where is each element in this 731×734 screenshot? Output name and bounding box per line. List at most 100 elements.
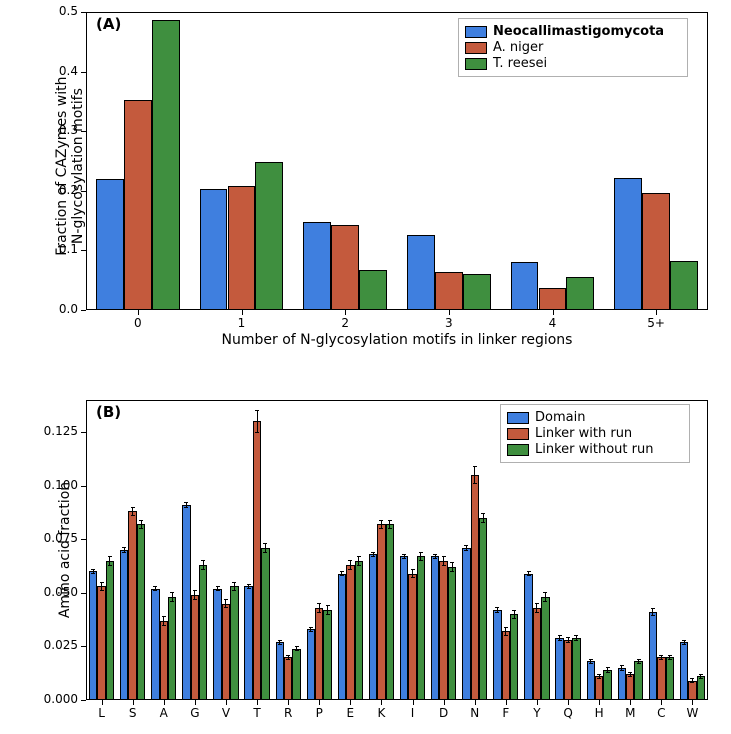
xtick-mark xyxy=(350,700,351,705)
xtick-mark xyxy=(537,700,538,705)
xtick-mark xyxy=(242,310,243,315)
bar xyxy=(137,524,145,700)
bar xyxy=(666,657,674,700)
error-cap xyxy=(193,599,197,600)
bar xyxy=(369,554,377,700)
xtick-mark xyxy=(449,310,450,315)
bar xyxy=(152,20,180,310)
xtick-label: 5+ xyxy=(641,316,671,330)
bar xyxy=(634,661,642,700)
error-cap xyxy=(699,678,703,679)
error-cap xyxy=(481,522,485,523)
error-cap xyxy=(371,556,375,557)
error-cap xyxy=(278,640,282,641)
bar xyxy=(400,556,408,700)
error-cap xyxy=(232,590,236,591)
bar xyxy=(284,657,292,700)
bar xyxy=(618,668,626,700)
xtick-label: F xyxy=(491,706,521,720)
xtick-mark xyxy=(288,700,289,705)
bar xyxy=(151,589,159,700)
error-cap xyxy=(348,560,352,561)
bar xyxy=(408,574,416,700)
error-cap xyxy=(464,550,468,551)
error-cap xyxy=(317,603,321,604)
error-cap xyxy=(153,586,157,587)
xtick-mark xyxy=(133,700,134,705)
legend-item: Domain xyxy=(507,410,683,425)
error-cap xyxy=(263,543,267,544)
xtick-label: D xyxy=(429,706,459,720)
bar xyxy=(230,586,238,700)
ytick-label: 0.3 xyxy=(28,123,78,137)
bar xyxy=(670,261,698,310)
error-cap xyxy=(659,659,663,660)
bar xyxy=(533,608,541,700)
error-cap xyxy=(682,640,686,641)
xtick-mark xyxy=(506,700,507,705)
bar xyxy=(603,670,611,700)
ytick-mark xyxy=(81,72,86,73)
ytick-label: 0.1 xyxy=(28,242,78,256)
bar xyxy=(511,262,539,310)
bar xyxy=(541,597,549,700)
ytick-mark xyxy=(81,432,86,433)
bar xyxy=(303,222,331,310)
error-cap xyxy=(348,569,352,570)
error-cap xyxy=(699,674,703,675)
bar xyxy=(657,657,665,700)
bar xyxy=(338,574,346,700)
error-cap xyxy=(473,483,477,484)
error-cap xyxy=(326,605,330,606)
error-cap xyxy=(589,659,593,660)
error-cap xyxy=(278,644,282,645)
error-cap xyxy=(108,565,112,566)
error-cap xyxy=(566,637,570,638)
xtick-label: I xyxy=(398,706,428,720)
error-cap xyxy=(419,552,423,553)
error-cap xyxy=(357,556,361,557)
xtick-label: R xyxy=(273,706,303,720)
ytick-label: 0.000 xyxy=(28,692,78,706)
bar xyxy=(276,642,284,700)
xtick-label: A xyxy=(149,706,179,720)
ytick-mark xyxy=(81,131,86,132)
xtick-mark xyxy=(164,700,165,705)
figure: (A) Fraction of CAZymes withN-glycosylat… xyxy=(0,0,731,734)
error-cap xyxy=(295,650,299,651)
xtick-mark xyxy=(257,700,258,705)
error-cap xyxy=(504,627,508,628)
error-cap xyxy=(668,659,672,660)
error-cap xyxy=(597,674,601,675)
error-cap xyxy=(512,610,516,611)
ytick-mark xyxy=(81,593,86,594)
error-cap xyxy=(450,571,454,572)
error-cap xyxy=(566,642,570,643)
bar xyxy=(96,179,124,310)
ytick-label: 0.025 xyxy=(28,638,78,652)
xtick-mark xyxy=(345,310,346,315)
error-cap xyxy=(255,432,259,433)
bar xyxy=(524,574,532,700)
error-cap xyxy=(162,625,166,626)
legend-swatch xyxy=(507,444,529,456)
legend-label: Linker with run xyxy=(535,426,632,441)
error-cap xyxy=(100,590,104,591)
bar xyxy=(359,270,387,310)
error-cap xyxy=(201,569,205,570)
legend-label: Domain xyxy=(535,410,585,425)
xtick-mark xyxy=(630,700,631,705)
bar xyxy=(502,631,510,700)
bar xyxy=(331,225,359,310)
xtick-label: V xyxy=(211,706,241,720)
error-cap xyxy=(122,552,126,553)
xtick-mark xyxy=(475,700,476,705)
error-cap xyxy=(153,590,157,591)
legend-label: A. niger xyxy=(493,40,543,55)
bar xyxy=(160,621,168,700)
legend-swatch xyxy=(465,42,487,54)
ytick-mark xyxy=(81,250,86,251)
error-cap xyxy=(464,545,468,546)
error-cap xyxy=(184,507,188,508)
xtick-mark xyxy=(661,700,662,705)
